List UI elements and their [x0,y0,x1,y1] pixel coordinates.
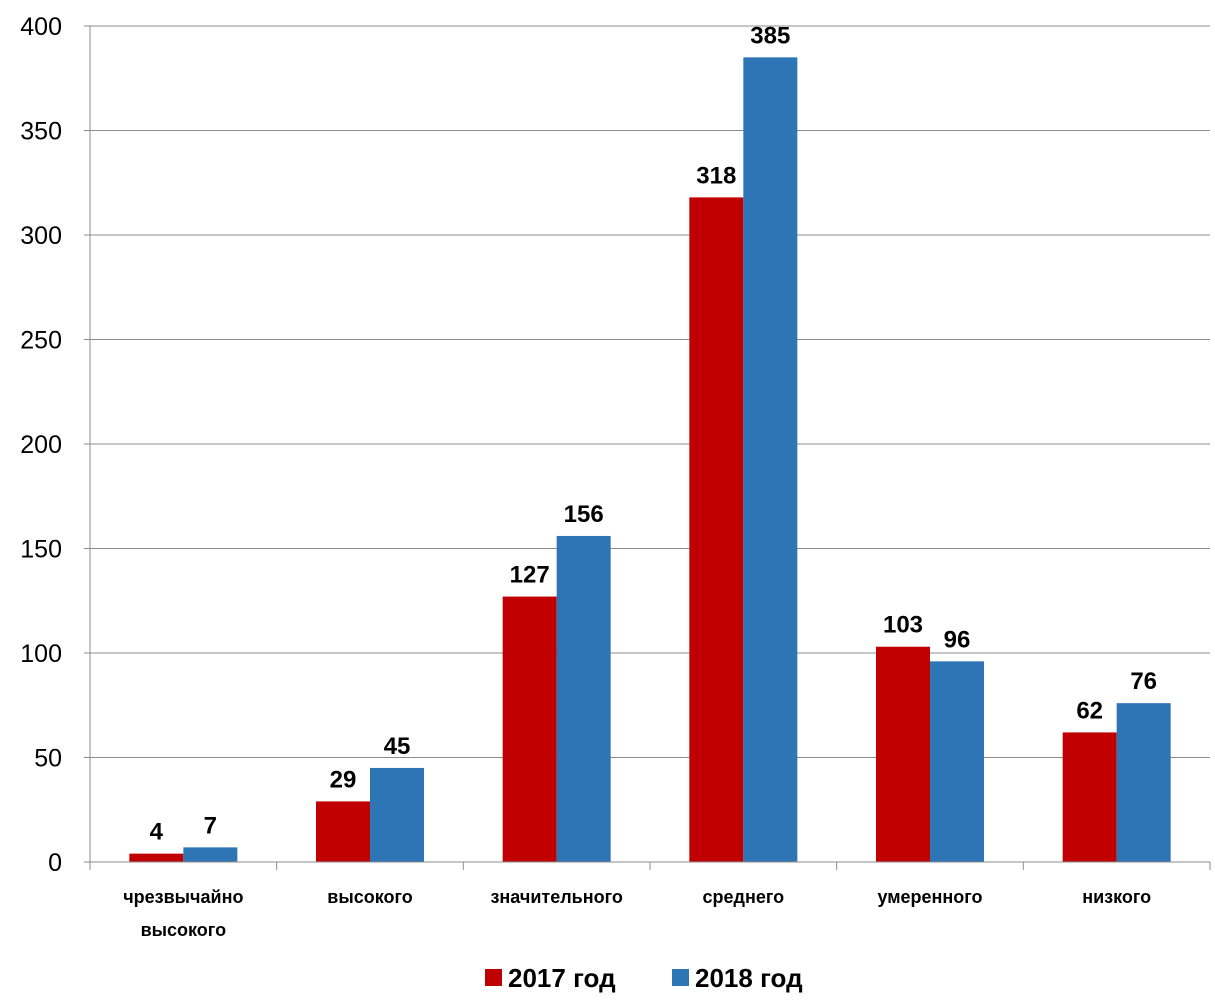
category-label: высокого [141,920,226,940]
data-label: 62 [1076,697,1103,724]
bar-2017-год-5 [1062,732,1117,862]
category-label: высокого [327,887,412,907]
data-label: 45 [384,733,411,760]
y-tick-label: 250 [20,327,62,355]
legend-swatch [672,969,689,986]
legend-swatch [485,969,502,986]
y-tick-label: 350 [20,118,62,146]
bar-2017-год-3 [689,197,744,862]
y-tick-label: 0 [48,849,62,877]
data-label: 127 [510,562,550,589]
bar-2018-год-4 [930,661,984,862]
category-label: низкого [1082,887,1151,907]
bar-2017-год-2 [502,596,557,862]
data-label: 29 [330,766,357,793]
x-axis: чрезвычайно высокого высокого значительного… [89,861,1211,940]
bar-2018-год-1 [370,767,424,862]
y-tick-label: 200 [20,431,62,459]
data-label: 385 [750,22,790,49]
y-tick-label: 150 [20,536,62,564]
legend: 2017 год 2018 год [485,963,803,993]
legend-label: 2017 год [508,963,616,993]
data-labels: 4 29 127 318 103 62 7 45 156 385 96 76 [150,22,1157,845]
legend-label: 2018 год [695,963,803,993]
data-label: 96 [944,626,971,653]
y-tick-label: 100 [20,640,62,668]
y-tick-label: 300 [20,222,62,250]
bars [129,57,1171,863]
gridlines [90,25,1210,758]
y-tick-label: 50 [34,745,62,773]
bar-2017-год-0 [129,853,184,862]
category-label: умеренного [877,887,982,907]
data-label: 7 [204,812,217,839]
y-axis: 0 50 100 150 200 250 300 350 400 [20,13,91,877]
data-label: 4 [150,819,164,846]
data-label: 318 [696,162,736,189]
category-label: среднего [703,887,785,907]
bar-2018-год-2 [556,535,611,862]
data-label: 156 [564,501,604,528]
bar-2018-год-3 [743,57,798,863]
bar-2018-год-0 [183,847,238,862]
bar-2018-год-5 [1116,703,1171,862]
category-label: чрезвычайно [123,887,243,907]
y-tick-label: 400 [20,13,62,41]
data-label: 76 [1130,668,1157,695]
category-label: значительного [490,887,622,907]
bar-2017-год-4 [876,646,930,862]
data-label: 103 [883,612,923,639]
bar-2017-год-1 [316,801,370,862]
